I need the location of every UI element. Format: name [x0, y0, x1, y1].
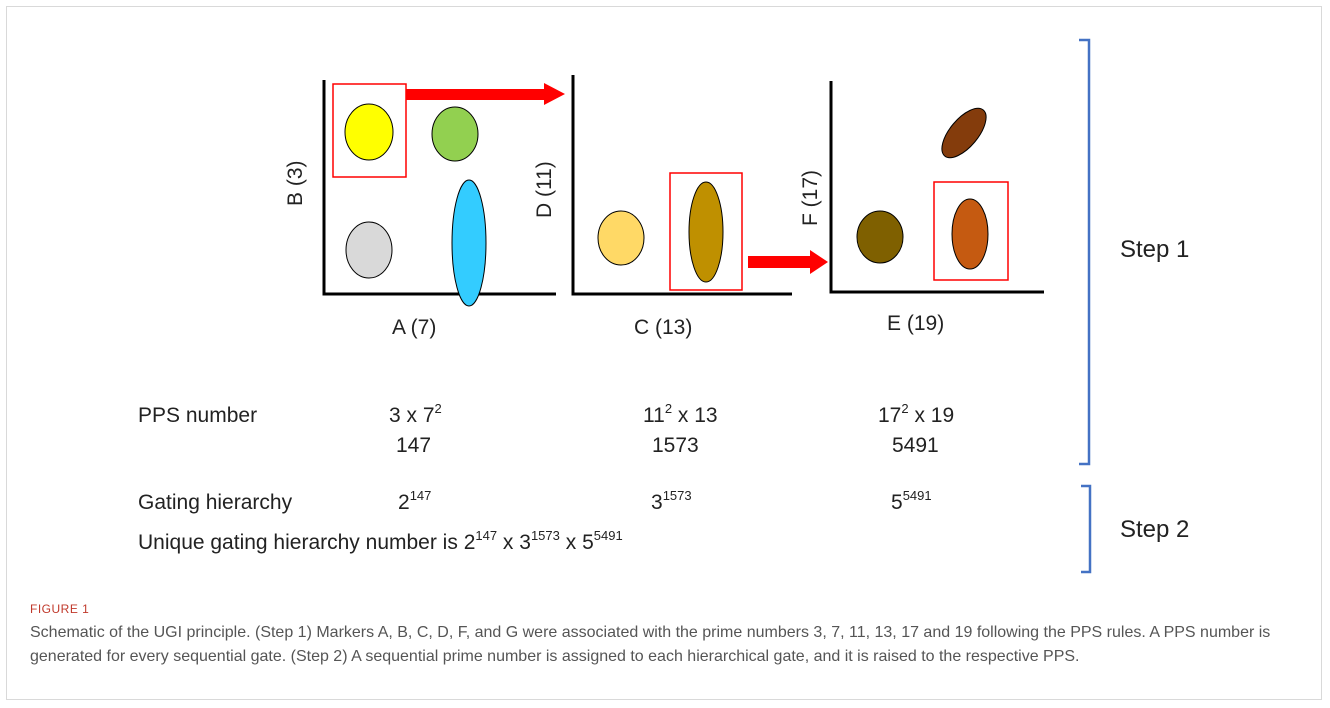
- panel3-axes: [829, 81, 1044, 294]
- step2-label: Step 2: [1120, 516, 1190, 543]
- unique-x1: x: [502, 531, 514, 554]
- gating-g2-base: 3: [651, 491, 663, 514]
- gating-g1-exp: 147: [409, 488, 432, 503]
- panel2-y-label: D (11): [533, 161, 556, 218]
- unique-e1: 147: [475, 528, 498, 543]
- panel1-gray-population: [345, 221, 393, 279]
- unique-b1: 2: [463, 531, 476, 554]
- pps-col2-formula: 112 x 13: [643, 401, 718, 428]
- gating-g3-base: 5: [891, 491, 903, 514]
- panel3-gate-box: [933, 181, 1009, 281]
- pps-col3-base: 17: [878, 404, 902, 427]
- unique-b3: 5: [582, 531, 594, 554]
- figure-caption: Schematic of the UGI principle. (Step 1)…: [30, 624, 1271, 665]
- pps-col1-value: 147: [396, 434, 432, 457]
- pps-col2-exp: 2: [664, 401, 673, 416]
- step1-label: Step 1: [1120, 236, 1190, 263]
- panel2-light-orange-population: [597, 210, 645, 266]
- panel2-x-label: C (13): [634, 316, 693, 339]
- pps-col3-exp: 2: [901, 401, 909, 416]
- gating-g3: 55491: [891, 488, 932, 515]
- arrow2-shaft: [748, 256, 814, 268]
- step2-bracket: [1081, 484, 1092, 574]
- panel3-brown-population: [941, 107, 987, 159]
- figure-label: FIGURE 1: [30, 602, 90, 616]
- panel1-green-population: [431, 106, 479, 162]
- step1-bracket: [1079, 38, 1091, 466]
- gating-g2: 31573: [651, 488, 692, 515]
- gating-g3-exp: 5491: [902, 488, 932, 503]
- gating-g1: 2147: [398, 488, 432, 515]
- pps-col2-value: 1573: [652, 434, 699, 457]
- pps-col1-exp: 2: [434, 401, 442, 416]
- panel3-x-label: E (19): [887, 312, 945, 335]
- panel1-gate-box: [332, 83, 407, 178]
- gating-g1-base: 2: [398, 491, 410, 514]
- arrow1-shaft: [406, 89, 548, 100]
- unique-e3: 5491: [593, 528, 623, 543]
- gating-g2-exp: 1573: [662, 488, 692, 503]
- arrow1-head: [544, 83, 565, 105]
- unique-number-line: Unique gating hierarchy number is 2147 x…: [138, 528, 623, 555]
- unique-x2: x: [565, 531, 577, 554]
- panel1-cyan-population: [451, 179, 487, 307]
- panel3-rust-population: [951, 198, 989, 270]
- pps-label: PPS number: [138, 404, 258, 427]
- pps-col2-base: 11: [643, 404, 665, 427]
- unique-e2: 1573: [530, 528, 560, 543]
- pps-col1-base: 3 x 7: [389, 404, 435, 427]
- panel3-dark-brown-population: [856, 210, 904, 264]
- panel2-axes: [571, 75, 792, 296]
- arrow2-head: [810, 250, 828, 274]
- panel1-y-label: B (3): [284, 160, 307, 206]
- figure-frame: [6, 6, 1322, 700]
- panel2-gold-population: [688, 181, 724, 283]
- unique-prefix: Unique gating hierarchy number is: [138, 531, 458, 554]
- pps-col3-formula: 172 x 19: [878, 401, 955, 428]
- pps-col3-value: 5491: [892, 434, 939, 457]
- pps-col3-rest: x 19: [914, 404, 955, 427]
- unique-b2: 3: [519, 531, 531, 554]
- panel1-yellow-population: [344, 103, 394, 161]
- pps-col1-formula: 3 x 72: [389, 401, 442, 428]
- gating-label: Gating hierarchy: [138, 491, 293, 514]
- panel3-y-label: F (17): [799, 169, 822, 226]
- pps-col2-rest: x 13: [677, 404, 718, 427]
- panel1-x-label: A (7): [392, 316, 437, 339]
- panel2-gate-box: [669, 172, 743, 291]
